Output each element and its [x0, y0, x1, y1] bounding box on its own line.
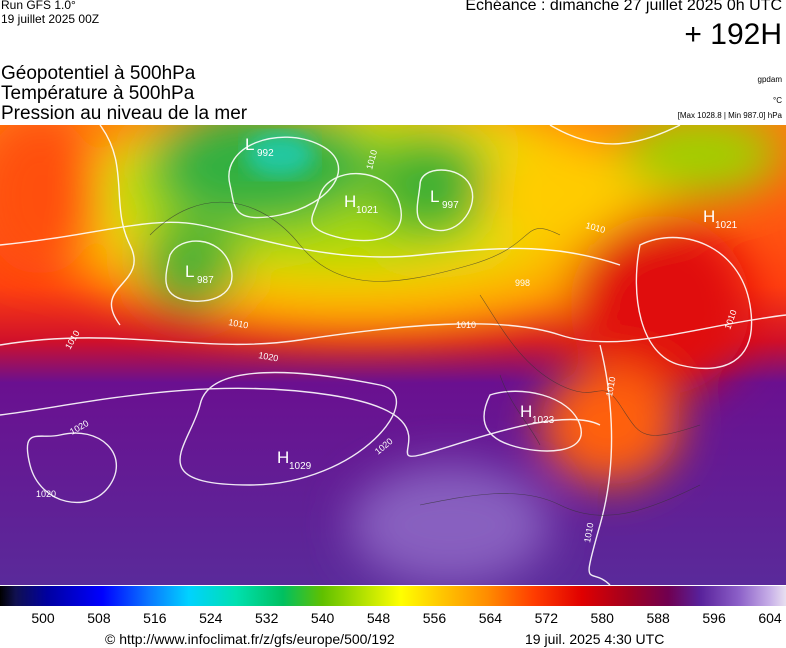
forecast-time: Echéance : dimanche 27 juillet 2025 0h U… [465, 0, 782, 14]
run: Run GFS 1.0° [1, 0, 76, 12]
colorbar-label: 508 [87, 610, 111, 626]
pressure-center-letter: L [185, 262, 194, 281]
pressure-center-letter: L [430, 187, 439, 206]
isobar-label: 1010 [604, 376, 617, 397]
pressure-center-value: 1021 [715, 220, 738, 231]
colorbar-labels: 500 508 516 524 532 540 548 556 564 572 580 588 596 6… [0, 606, 786, 626]
isobar-label: 1010 [228, 317, 249, 330]
colorbar-label: 556 [422, 610, 447, 626]
colorbar-label: 516 [143, 610, 167, 626]
colorbar-label: 532 [255, 610, 279, 626]
horizon: + 192H [684, 18, 782, 51]
isobar-label: 998 [515, 278, 530, 288]
pressure-center-letter: H [703, 207, 715, 226]
isobar-label: 1020 [36, 489, 56, 499]
pressure-center-value: 1021 [356, 205, 379, 216]
run-date: 19 juillet 2025 00Z [1, 12, 100, 26]
source-url: © http://www.infoclimat.fr/z/gfs/europe/… [105, 631, 395, 647]
title: Géopotentiel à 500hPa [1, 63, 196, 84]
unit: °C [773, 96, 782, 105]
pressure-center-value: 997 [442, 200, 459, 211]
colorbar-label: 588 [646, 610, 670, 626]
pressure-center-letter: H [277, 448, 289, 467]
isobar-label: 1010 [456, 320, 476, 330]
colorbar-label: 580 [590, 610, 614, 626]
unit: [Max 1028.8 | Min 987.0] hPa [677, 111, 782, 120]
pressure-center-value: 1023 [532, 415, 555, 426]
unit: gpdam [757, 75, 782, 84]
pressure-center-value: 987 [197, 275, 214, 286]
pressure-center-letter: H [520, 402, 532, 421]
colorbar-label: 540 [310, 610, 335, 626]
colorbar-label: 548 [366, 610, 391, 626]
colorbar-label: 596 [702, 610, 726, 626]
title: Température à 500hPa [1, 83, 195, 104]
timestamp: 19 juil. 2025 4:30 UTC [525, 631, 665, 647]
pressure-center-letter: L [245, 135, 254, 154]
title: Pression au niveau de la mer [1, 103, 248, 124]
pressure-center-value: 992 [257, 148, 274, 159]
colorbar-label: 524 [199, 610, 223, 626]
colorbar-label: 564 [478, 610, 503, 626]
pressure-center-letter: H [344, 192, 356, 211]
colorbar [0, 586, 786, 606]
colorbar-label: 500 [31, 610, 55, 626]
isobar-label: 1010 [582, 522, 595, 543]
isobar-label: 1020 [258, 350, 279, 363]
colorbar-label: 572 [534, 610, 558, 626]
pressure-center-value: 1029 [289, 461, 312, 472]
colorbar-label: 604 [758, 610, 782, 626]
